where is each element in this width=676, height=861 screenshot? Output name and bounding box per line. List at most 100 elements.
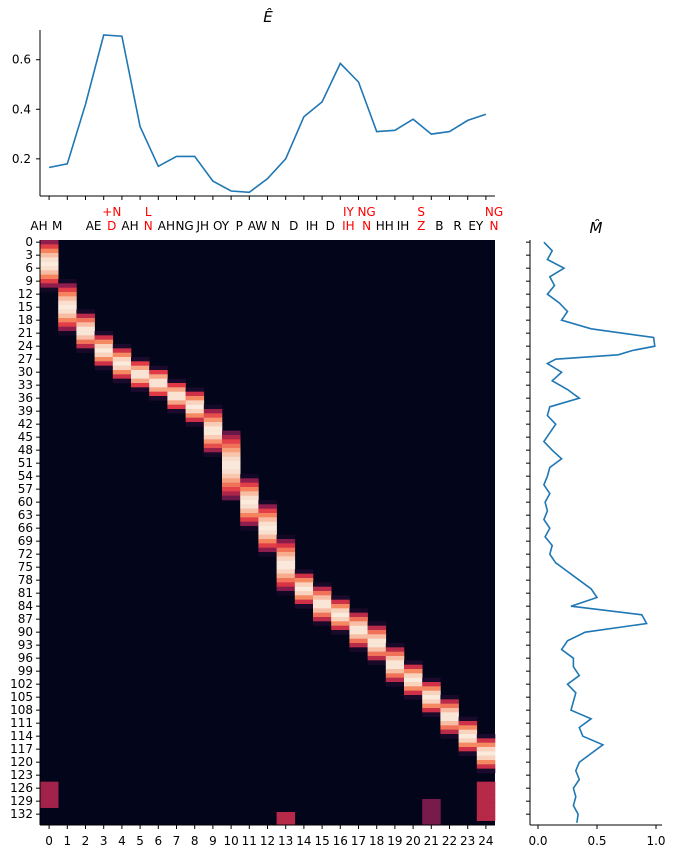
heatmap-cell [258, 513, 277, 518]
heatmap-cell [222, 487, 241, 492]
heatmap-cell [94, 361, 114, 366]
heatmap-y-tick-label: 18 [18, 313, 33, 327]
energy-y-tick-label: 0.4 [12, 102, 31, 116]
heatmap-cell [331, 617, 350, 622]
heatmap-cell [167, 387, 186, 392]
heatmap-cell [258, 552, 277, 557]
heatmap-cell [313, 586, 332, 592]
alignment-heatmap: 0369121518212427303336394245485154576063… [10, 235, 496, 848]
heatmap-cell [76, 326, 95, 332]
m-line-plot: M̂ 0.0 0.5 1.0 [526, 218, 666, 848]
m-x-tick-label: 0.5 [587, 834, 606, 848]
heatmap-cell [367, 651, 387, 657]
phoneme-label-alt: N [490, 219, 499, 233]
heatmap-cell [258, 543, 277, 548]
phoneme-label: AW [248, 219, 268, 233]
phoneme-label: JH [196, 219, 210, 233]
heatmap-cell [94, 344, 114, 349]
energy-plot-title: Ê [263, 7, 273, 26]
heatmap-x-tick-label: 7 [173, 834, 181, 848]
phoneme-label: N [271, 219, 280, 233]
heatmap-cell [240, 478, 259, 483]
heatmap-cell [258, 539, 277, 544]
heatmap-cell [149, 374, 168, 379]
heatmap-cell [367, 625, 387, 631]
heatmap-cell [313, 595, 332, 600]
phoneme-label: R [453, 219, 461, 233]
heatmap-cell [76, 322, 95, 327]
heatmap-cell [385, 673, 405, 678]
heatmap-cell [112, 344, 132, 349]
heatmap-cell [294, 573, 314, 579]
heatmap-cell [112, 348, 132, 353]
phoneme-label: HH [376, 219, 394, 233]
heatmap-cell [131, 357, 150, 362]
heatmap-cell [58, 283, 77, 288]
heatmap-y-tick-label: 6 [25, 261, 33, 275]
heatmap-cell [58, 313, 77, 319]
heatmap-cell [258, 530, 277, 535]
heatmap-cell [476, 781, 496, 787]
heatmap-cell [313, 612, 332, 618]
phoneme-label: EY [468, 219, 484, 233]
heatmap-cell [222, 452, 241, 457]
heatmap-cell [258, 534, 277, 540]
heatmap-cell [40, 270, 59, 275]
heatmap-cell [94, 357, 114, 362]
heatmap-cell [222, 478, 241, 483]
heatmap-y-tick-label: 9 [25, 274, 33, 288]
heatmap-cell [222, 469, 241, 475]
heatmap-cell [58, 318, 77, 323]
heatmap-cell [131, 374, 150, 379]
heatmap-cell [367, 647, 387, 652]
heatmap-cell [349, 621, 368, 626]
heatmap-cell [112, 374, 132, 379]
heatmap-y-tick-label: 24 [18, 339, 33, 353]
heatmap-cell [385, 660, 405, 665]
heatmap-x-tick-label: 3 [100, 834, 108, 848]
heatmap-cell [422, 682, 441, 687]
heatmap-cell [40, 248, 59, 254]
heatmap-cell [440, 721, 459, 726]
heatmap-cell [222, 435, 241, 440]
heatmap-cell [367, 630, 387, 635]
heatmap-cell [258, 526, 277, 531]
heatmap-cell [112, 352, 132, 358]
heatmap-cell [476, 803, 496, 808]
heatmap-x-tick-label: 6 [154, 834, 162, 848]
energy-line-plot: Ê 0.2 0.4 0.6 [12, 7, 495, 200]
heatmap-cell [203, 430, 223, 436]
heatmap-cell [294, 582, 314, 587]
heatmap-cell [331, 612, 350, 618]
heatmap-cell [276, 543, 296, 548]
heatmap-cell [294, 591, 314, 596]
heatmap-y-tick-label: 42 [18, 417, 33, 431]
heatmap-cell [222, 461, 241, 466]
phoneme-label: NG [485, 205, 503, 219]
heatmap-cell [240, 521, 259, 527]
heatmap-cell [94, 339, 114, 345]
heatmap-cell [458, 716, 478, 722]
heatmap-cell [222, 439, 241, 444]
heatmap-cell [367, 643, 387, 648]
heatmap-x-tick-label: 19 [387, 834, 402, 848]
heatmap-cell [203, 448, 223, 453]
heatmap-x-tick-label: 1 [63, 834, 71, 848]
heatmap-cell [203, 404, 223, 410]
heatmap-cell [385, 669, 405, 674]
phoneme-label-alt: IH [342, 219, 355, 233]
heatmap-cell [185, 404, 205, 410]
heatmap-y-tick-label: 45 [18, 430, 33, 444]
heatmap-cell [294, 569, 314, 574]
heatmap-x-tick-label: 24 [478, 834, 493, 848]
phoneme-label: AH [158, 219, 175, 233]
heatmap-cell [476, 755, 496, 761]
heatmap-cell [167, 391, 186, 397]
heatmap-x-tick-label: 2 [82, 834, 90, 848]
heatmap-cell [313, 599, 332, 605]
heatmap-y-tick-label: 90 [18, 625, 33, 639]
heatmap-cell [404, 695, 423, 700]
heatmap-y-tick-label: 126 [10, 781, 33, 795]
heatmap-cell [131, 378, 150, 384]
